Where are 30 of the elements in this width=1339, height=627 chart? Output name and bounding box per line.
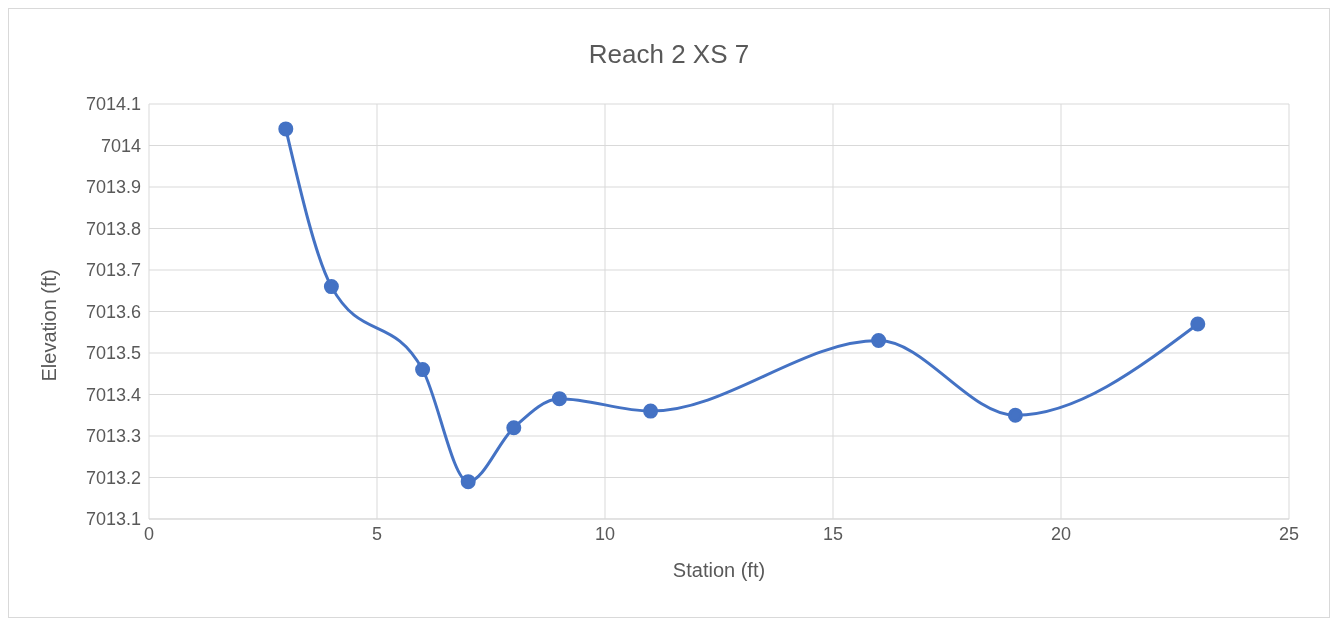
point (506, 420, 522, 436)
x-tick-label: 15 (822, 523, 844, 544)
point (323, 279, 339, 295)
chart-title: Reach 2 XS 7 (587, 39, 751, 70)
x-tick-label: 25 (1278, 523, 1300, 544)
point (1190, 316, 1206, 332)
y-tick-label: 7013.8 (85, 218, 141, 239)
y-tick-label: 7013.3 (85, 426, 141, 447)
y-tick-label: 7014 (100, 135, 141, 156)
point (415, 362, 431, 378)
y-tick-label: 7013.5 (85, 343, 141, 364)
x-tick-label: 10 (594, 523, 616, 544)
y-tick-label: 7013.4 (85, 384, 141, 405)
y-tick-label: 7014.1 (85, 94, 141, 115)
y-axis-title: Elevation (ft) (38, 269, 61, 382)
x-tick-label: 5 (371, 523, 383, 544)
x-tick-label: 20 (1050, 523, 1072, 544)
point (460, 474, 476, 490)
y-tick-label: 7013.9 (85, 177, 141, 198)
y-tick-label: 7013.7 (85, 260, 141, 281)
point (551, 391, 567, 407)
point (871, 333, 887, 349)
point (643, 403, 659, 419)
x-tick-label: 0 (143, 523, 155, 544)
y-tick-label: 7013.1 (85, 509, 141, 530)
point (1007, 407, 1023, 423)
y-tick-label: 7013.2 (85, 467, 141, 488)
x-axis-title: Station (ft) (672, 559, 766, 581)
point (278, 121, 294, 137)
y-tick-label: 7013.6 (85, 301, 141, 322)
